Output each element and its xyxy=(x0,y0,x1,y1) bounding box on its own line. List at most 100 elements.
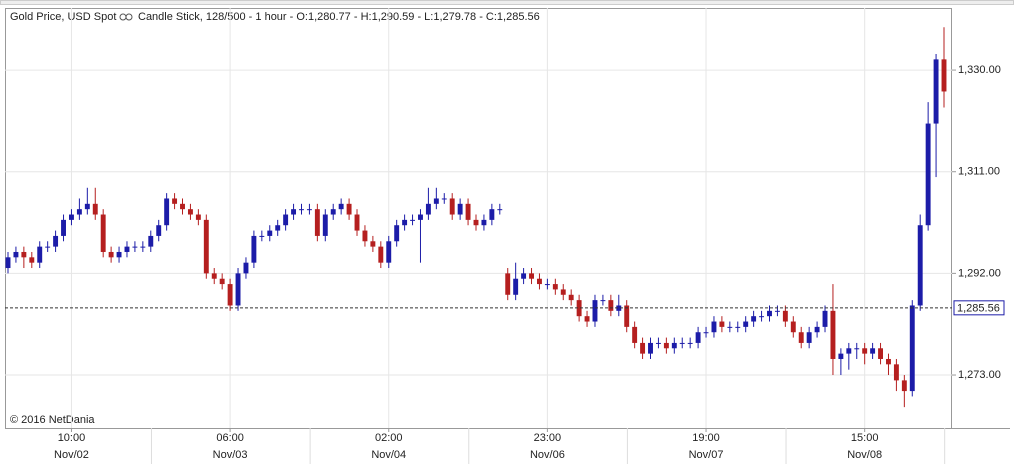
candle-body xyxy=(457,203,463,215)
y-tick-label: 1,273.00 xyxy=(958,369,1001,381)
candle-body xyxy=(29,257,35,263)
candle-body xyxy=(878,348,884,359)
candle xyxy=(108,246,114,263)
candle-body xyxy=(584,316,590,322)
last-price-label: 1,285.56 xyxy=(957,303,1000,315)
candle-body xyxy=(267,230,273,236)
x-tick-label: 02:00 xyxy=(375,432,403,444)
candle-body xyxy=(219,278,225,285)
candle-body xyxy=(172,198,178,204)
candle-body xyxy=(338,203,344,210)
x-tick-date: Nov/03 xyxy=(213,449,248,461)
candle xyxy=(299,203,304,215)
candle-body xyxy=(362,230,368,242)
icon-ring xyxy=(125,13,133,21)
candle xyxy=(100,209,106,258)
candle-body xyxy=(798,332,804,343)
candle-body xyxy=(703,332,709,334)
candle-body xyxy=(13,251,19,258)
candle xyxy=(616,294,622,317)
candle-body xyxy=(679,342,685,344)
candle-body xyxy=(616,305,622,311)
chart-title: Gold Price, USD Spot xyxy=(10,11,116,23)
candle-body xyxy=(354,214,360,231)
candle-body xyxy=(521,273,527,279)
x-tick-label: 23:00 xyxy=(534,432,562,444)
candle xyxy=(306,203,312,215)
candle-body xyxy=(838,353,844,359)
candle xyxy=(854,342,860,359)
candle xyxy=(687,337,693,349)
x-tick-label: 10:00 xyxy=(58,432,86,444)
candle xyxy=(370,235,376,252)
candle xyxy=(790,316,796,338)
candle-body xyxy=(53,235,59,247)
candle xyxy=(180,198,185,215)
candle xyxy=(37,241,43,269)
candle-body xyxy=(386,241,392,263)
candle xyxy=(576,294,582,322)
candle-body xyxy=(814,326,820,333)
chart-subtitle: Candle Stick, 128/500 - 1 hour - O:1,280… xyxy=(138,11,540,23)
candle xyxy=(893,358,899,392)
candle-body xyxy=(497,209,503,211)
last-price-box xyxy=(953,300,1005,316)
candle xyxy=(45,241,51,252)
candle-body xyxy=(156,225,162,236)
candle xyxy=(116,246,122,263)
candle-body xyxy=(648,342,653,354)
candle xyxy=(521,268,527,285)
candle-body xyxy=(941,59,947,92)
candle xyxy=(806,326,812,349)
candle xyxy=(679,337,685,349)
candle xyxy=(211,268,217,285)
candle xyxy=(481,214,487,231)
candle xyxy=(21,246,27,269)
candle xyxy=(846,342,852,370)
candle xyxy=(362,225,368,247)
candle xyxy=(92,187,98,220)
y-tick-label: 1,330.00 xyxy=(958,64,1001,76)
candle-body xyxy=(378,246,384,263)
candle-body xyxy=(759,316,765,318)
candle-body xyxy=(100,214,106,252)
candle xyxy=(433,187,439,210)
candle-body xyxy=(132,246,138,248)
candle-body xyxy=(449,198,455,215)
candle xyxy=(473,214,479,231)
candle-body xyxy=(624,305,630,327)
candle xyxy=(640,337,646,359)
candle xyxy=(418,209,423,263)
candle xyxy=(552,278,558,295)
candle xyxy=(909,300,915,397)
candle xyxy=(354,209,360,236)
candle-body xyxy=(306,209,312,211)
candle-body xyxy=(394,225,400,242)
candle-body xyxy=(735,326,741,328)
candle-body xyxy=(846,348,852,354)
candle-body xyxy=(418,214,423,220)
candle xyxy=(283,209,289,231)
candle xyxy=(655,337,661,349)
candle-body xyxy=(148,235,154,247)
candle xyxy=(378,241,384,269)
candle xyxy=(394,219,400,247)
candle xyxy=(513,262,519,301)
candle-body xyxy=(299,209,304,211)
candle-body xyxy=(235,273,241,306)
candle xyxy=(172,193,178,210)
candle-body xyxy=(180,203,185,210)
candle-body xyxy=(346,203,352,215)
candle xyxy=(203,214,209,279)
candle-body xyxy=(568,294,574,301)
candle-body xyxy=(489,209,495,220)
candle xyxy=(592,294,598,327)
y-tick-label: 1,292.00 xyxy=(958,267,1001,279)
candle-body xyxy=(433,198,439,204)
candle xyxy=(529,268,534,285)
candle-body xyxy=(925,123,931,226)
candle xyxy=(759,310,765,322)
candle xyxy=(560,284,566,301)
candle-body xyxy=(322,214,328,236)
candle-body xyxy=(410,219,416,221)
